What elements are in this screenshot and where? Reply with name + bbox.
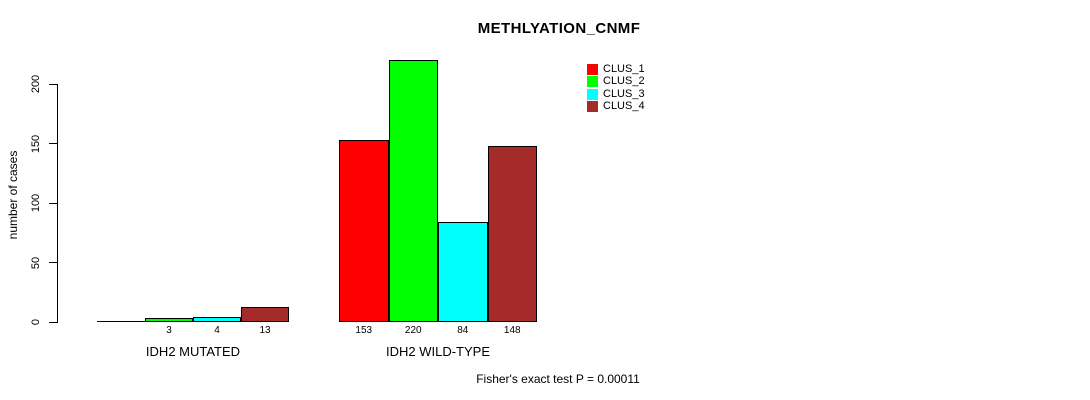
bar <box>193 317 241 322</box>
y-axis-tick <box>49 143 57 144</box>
y-axis-tick-label: 150 <box>30 134 42 153</box>
y-axis-title: number of cases <box>6 150 20 240</box>
y-axis-tick <box>49 83 57 85</box>
legend-label: CLUS_2 <box>603 75 645 88</box>
legend-item: CLUS_3 <box>587 88 645 101</box>
bar-value-label: 3 <box>166 325 172 336</box>
legend-label: CLUS_4 <box>603 100 645 113</box>
legend-item: CLUS_4 <box>587 101 645 114</box>
y-axis-line <box>57 84 58 323</box>
y-axis-tick-label: 100 <box>30 193 42 213</box>
y-axis-tick-label: 50 <box>30 256 42 269</box>
x-axis-group-label: IDH2 MUTATED <box>145 344 241 359</box>
legend-item: CLUS_1 <box>587 63 645 76</box>
legend-label: CLUS_3 <box>603 87 645 100</box>
legend: CLUS_1 CLUS_2 CLUS_3 CLUS_4 <box>587 63 645 113</box>
bar-value-label: 148 <box>503 325 521 336</box>
legend-swatch <box>587 88 598 100</box>
bar <box>438 222 488 322</box>
chart-title: METHLYATION_CNMF <box>477 20 641 37</box>
bar-value-label: 153 <box>355 325 373 336</box>
x-axis-group-label: IDH2 WILD-TYPE <box>385 344 491 359</box>
legend-item: CLUS_2 <box>587 76 645 89</box>
bar-value-label: 220 <box>404 325 422 336</box>
legend-swatch <box>587 101 598 113</box>
legend-swatch <box>587 76 598 88</box>
bar <box>339 140 389 322</box>
bar <box>241 307 289 322</box>
y-axis-tick-label: 200 <box>30 74 42 94</box>
bar <box>145 318 193 322</box>
legend-swatch <box>587 63 598 75</box>
legend-label: CLUS_1 <box>603 62 645 75</box>
fisher-test-annotation: Fisher's exact test P = 0.00011 <box>476 372 640 386</box>
bar <box>487 146 537 322</box>
bar-value-label: 84 <box>457 325 469 336</box>
y-axis-tick <box>49 321 57 323</box>
bar-value-label: 13 <box>259 325 271 336</box>
y-axis-tick <box>49 202 57 204</box>
bar <box>388 60 438 322</box>
bar-value-label: 4 <box>214 325 220 336</box>
y-axis-tick <box>49 262 57 263</box>
zero-height-bar <box>97 321 145 322</box>
y-axis-tick-label: 0 <box>30 318 42 326</box>
